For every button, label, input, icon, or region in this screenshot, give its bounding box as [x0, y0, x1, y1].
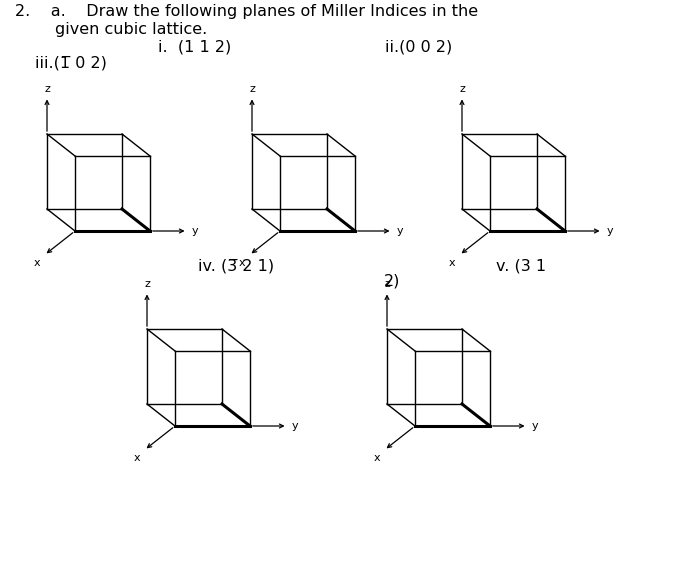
Text: ii.(0 0 2): ii.(0 0 2)	[385, 39, 452, 54]
Text: y: y	[192, 226, 198, 236]
Text: x: x	[239, 258, 245, 268]
Text: given cubic lattice.: given cubic lattice.	[55, 22, 207, 37]
Text: z: z	[459, 84, 465, 94]
Text: z: z	[384, 278, 390, 288]
Text: z: z	[44, 84, 50, 94]
Text: 2): 2)	[384, 273, 400, 288]
Text: z: z	[249, 84, 255, 94]
Text: iii.(1̅ 0 2): iii.(1̅ 0 2)	[35, 55, 107, 70]
Text: z: z	[144, 278, 150, 288]
Text: y: y	[531, 421, 538, 431]
Text: i.  (1 1 2): i. (1 1 2)	[158, 39, 231, 54]
Text: y: y	[396, 226, 403, 236]
Text: 2.    a.    Draw the following planes of Miller Indices in the: 2. a. Draw the following planes of Mille…	[15, 4, 478, 19]
Text: y: y	[606, 226, 613, 236]
Text: iv. (3̅ 2 1): iv. (3̅ 2 1)	[198, 258, 274, 273]
Text: v. (3 1: v. (3 1	[496, 258, 546, 273]
Text: y: y	[291, 421, 298, 431]
Text: x: x	[374, 453, 380, 463]
Text: x: x	[34, 258, 40, 268]
Text: x: x	[134, 453, 140, 463]
Text: x: x	[449, 258, 455, 268]
